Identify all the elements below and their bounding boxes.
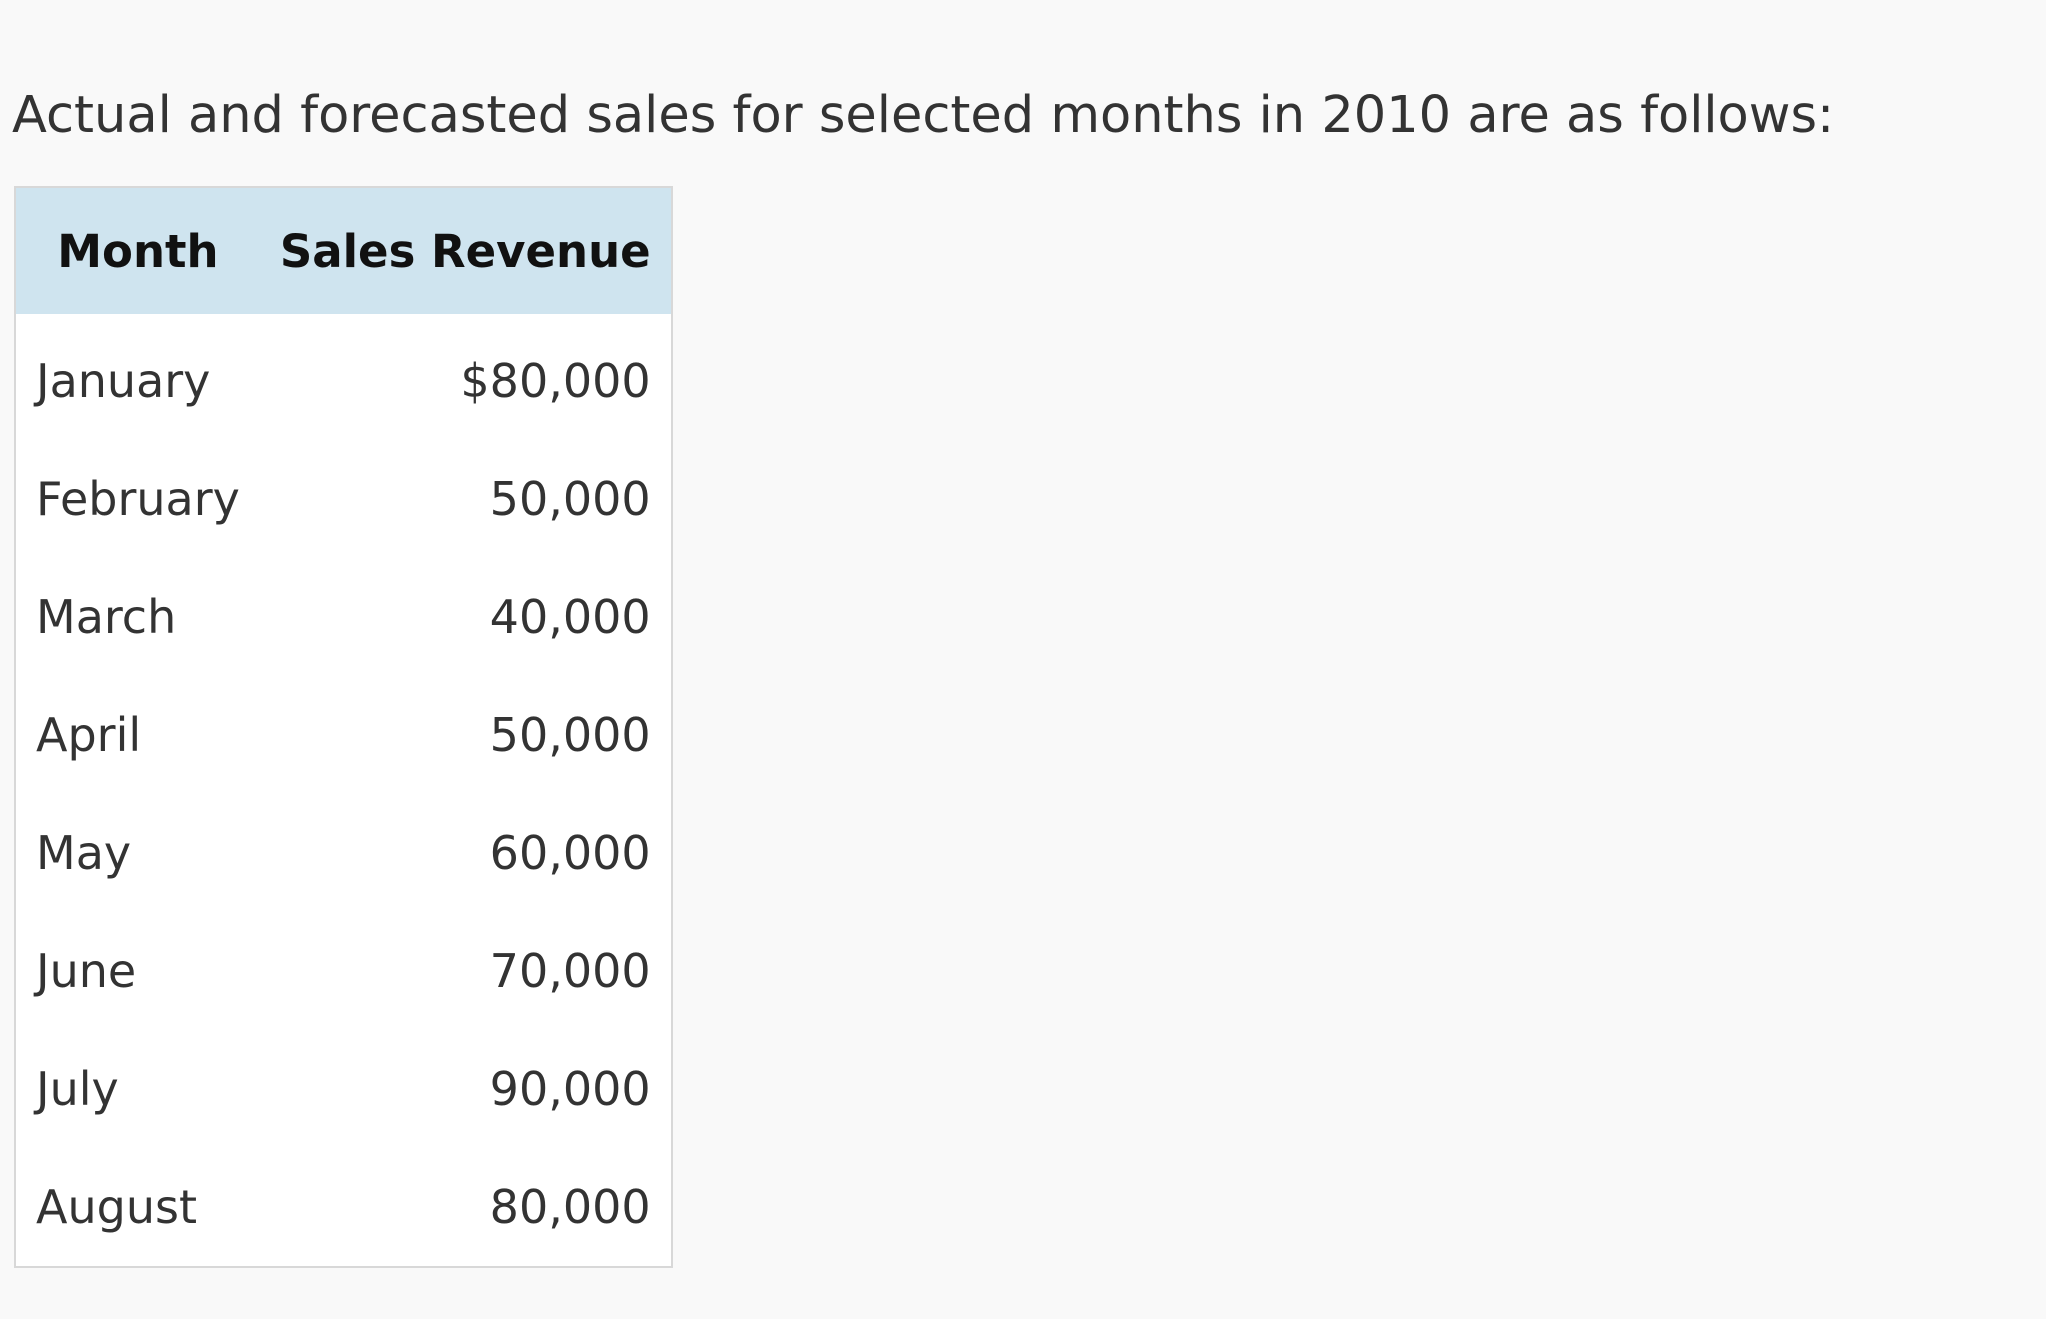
- month-cell: June: [15, 912, 260, 1030]
- sales-revenue-cell: 50,000: [259, 440, 672, 558]
- month-cell: July: [15, 1030, 260, 1148]
- table-row: February 50,000: [15, 440, 672, 558]
- intro-text: Actual and forecasted sales for selected…: [12, 86, 1835, 145]
- sales-revenue-cell: 90,000: [259, 1030, 672, 1148]
- table-row: July 90,000: [15, 1030, 672, 1148]
- header-row: Month Sales Revenue: [15, 187, 672, 314]
- table-row: January $80,000: [15, 314, 672, 440]
- sales-revenue-cell: 40,000: [259, 558, 672, 676]
- sales-revenue-cell: $80,000: [259, 314, 672, 440]
- table-row: May 60,000: [15, 794, 672, 912]
- table-body: January $80,000 February 50,000 March 40…: [15, 314, 672, 1267]
- sales-revenue-cell: 80,000: [259, 1148, 672, 1267]
- sales-revenue-column-header: Sales Revenue: [259, 187, 672, 314]
- sales-revenue-cell: 60,000: [259, 794, 672, 912]
- month-column-header: Month: [15, 187, 260, 314]
- table-row: June 70,000: [15, 912, 672, 1030]
- table-header: Month Sales Revenue: [15, 187, 672, 314]
- sales-revenue-cell: 70,000: [259, 912, 672, 1030]
- sales-revenue-table: Month Sales Revenue January $80,000 Febr…: [14, 186, 673, 1268]
- month-cell: March: [15, 558, 260, 676]
- table-row: March 40,000: [15, 558, 672, 676]
- month-cell: May: [15, 794, 260, 912]
- month-cell: January: [15, 314, 260, 440]
- sales-revenue-cell: 50,000: [259, 676, 672, 794]
- month-cell: February: [15, 440, 260, 558]
- month-cell: August: [15, 1148, 260, 1267]
- table-row: April 50,000: [15, 676, 672, 794]
- table-row: August 80,000: [15, 1148, 672, 1267]
- month-cell: April: [15, 676, 260, 794]
